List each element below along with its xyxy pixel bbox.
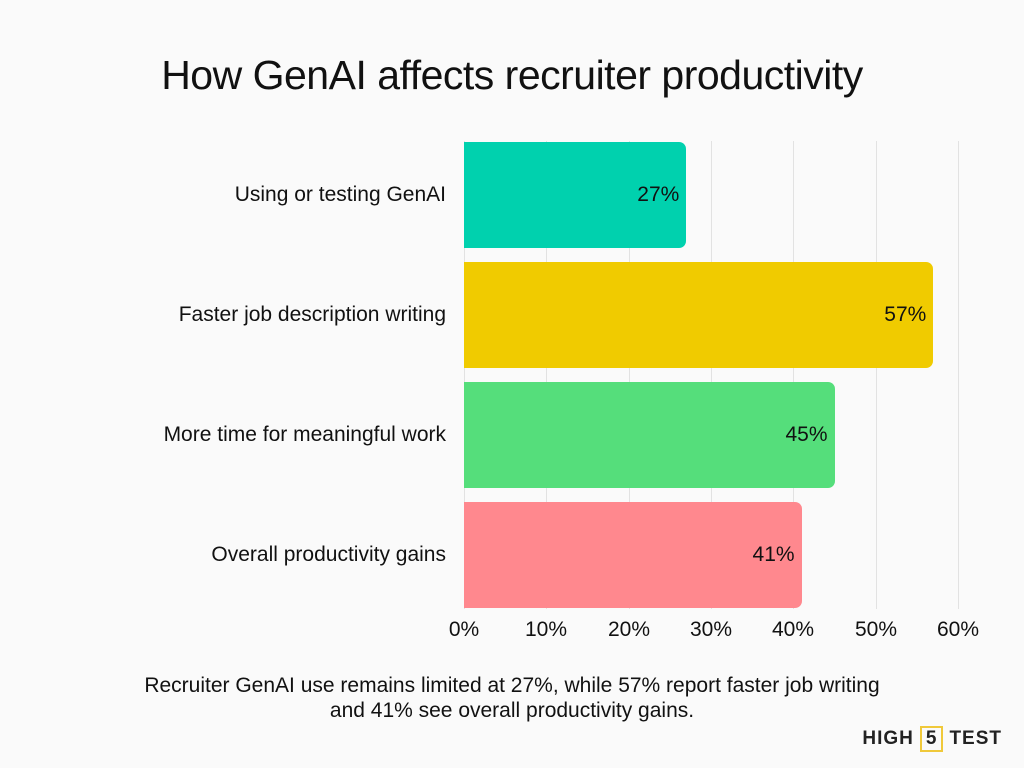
category-label: Using or testing GenAI [234, 183, 446, 206]
x-tick-label: 20% [607, 618, 651, 641]
gridline [629, 141, 630, 609]
logo-text-left: HIGH [862, 728, 914, 749]
category-label: Overall productivity gains [211, 543, 446, 566]
x-tick-label: 30% [689, 618, 733, 641]
brand-logo: HIGH 5 TEST [862, 726, 1002, 752]
caption-line-2: and 41% see overall productivity gains. [329, 699, 695, 722]
x-tick-label: 40% [771, 618, 815, 641]
gridline [793, 141, 794, 609]
bar: 27% [464, 142, 687, 248]
x-tick-label: 60% [936, 618, 980, 641]
bar: 45% [464, 382, 835, 488]
gridline [958, 141, 959, 609]
gridline [464, 141, 465, 609]
logo-text-right: TEST [949, 728, 1002, 749]
category-label: Faster job description writing [178, 303, 446, 326]
category-label: More time for meaningful work [163, 423, 446, 446]
chart-caption: Recruiter GenAI use remains limited at 2… [0, 673, 1024, 723]
bar: 41% [464, 502, 802, 608]
bar-value-label: 57% [884, 303, 927, 326]
bar-value-label: 41% [752, 543, 795, 566]
gridline [876, 141, 877, 609]
bar-value-label: 45% [785, 423, 828, 446]
bar-value-label: 27% [637, 183, 680, 206]
gridline [711, 141, 712, 609]
logo-five-box: 5 [919, 726, 944, 752]
bar: 57% [464, 262, 934, 368]
x-tick-label: 10% [524, 618, 568, 641]
x-tick-label: 0% [448, 618, 480, 641]
gridline [546, 141, 547, 609]
caption-line-1: Recruiter GenAI use remains limited at 2… [144, 674, 880, 697]
plot-area: 27% 57% 45% 41% [464, 141, 959, 609]
chart-title: How GenAI affects recruiter productivity [161, 52, 863, 98]
x-tick-label: 50% [854, 618, 898, 641]
